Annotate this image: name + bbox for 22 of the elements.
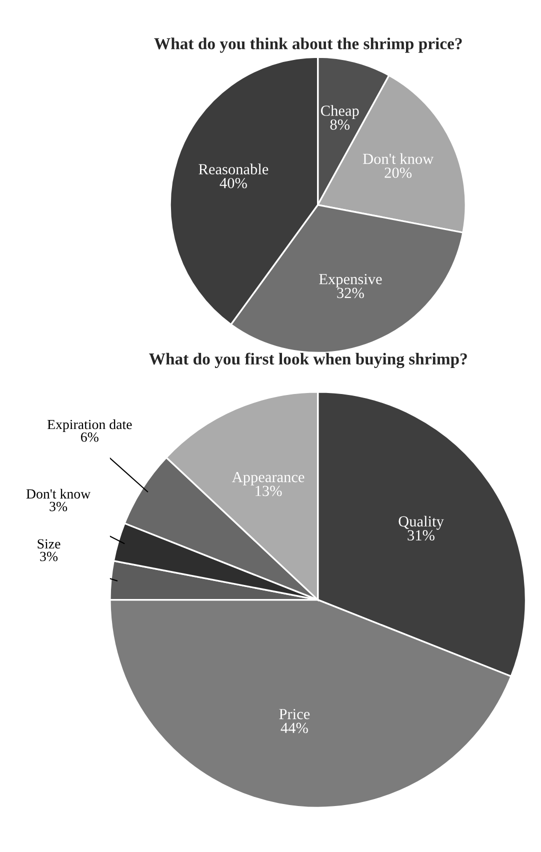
data-label: 40%: [220, 178, 247, 188]
data-label: 20%: [384, 168, 412, 178]
data-label: 13%: [256, 486, 282, 496]
chart-title: What do you first look when buying shrimp?: [149, 352, 467, 368]
slice-label: Size: [38, 539, 60, 549]
data-label: 3%: [50, 502, 68, 512]
slice-label: Don't know: [26, 488, 91, 499]
slice-label: Expensive: [319, 274, 382, 288]
data-label: 8%: [330, 119, 350, 130]
slice-label: Appearance: [232, 472, 304, 486]
slice-label: Don't know: [362, 153, 434, 164]
slice-label: Reasonable: [198, 164, 268, 174]
data-label: 32%: [337, 288, 364, 298]
data-label: 6%: [80, 432, 98, 442]
slice-label: Cheap: [321, 105, 359, 119]
slice-label: Price: [279, 708, 310, 720]
slice-label: Expiration date: [47, 419, 132, 432]
data-label: 44%: [280, 722, 308, 734]
data-label: 31%: [408, 530, 434, 541]
slice-label: Quality: [398, 516, 444, 530]
chart-title: What do you think about the shrimp price?: [154, 38, 462, 53]
data-label: 3%: [40, 552, 58, 562]
